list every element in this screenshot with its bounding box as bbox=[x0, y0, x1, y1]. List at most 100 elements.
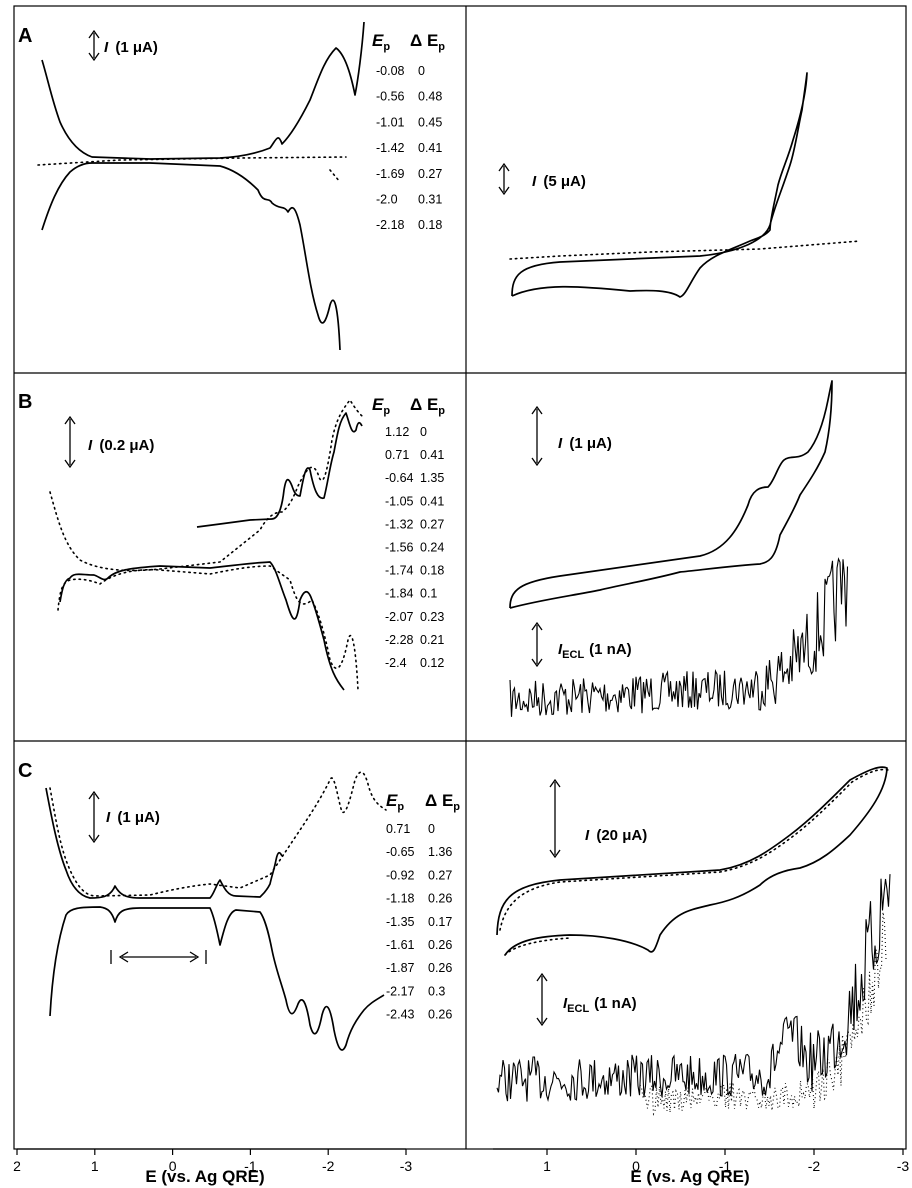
x-axis-label-left: E (vs. Ag QRE) bbox=[145, 1167, 264, 1186]
peak-delta-ep-value: 0.3 bbox=[428, 984, 445, 998]
peak-delta-ep-value: 0 bbox=[428, 822, 435, 836]
panel-c-ecl-scalebar bbox=[536, 972, 548, 1027]
peak-ep-value: -1.35 bbox=[386, 915, 415, 929]
panel-b-peak-table: Ep Δ Ep 1.12 00.71 0.41-0.64 1.35-1.05 0.41-… bbox=[372, 395, 445, 670]
peak-delta-ep-value: 0.41 bbox=[418, 141, 442, 155]
peak-ep-value: -2.17 bbox=[386, 984, 415, 998]
panel-c-left-scalebar bbox=[88, 790, 100, 844]
panel-b-left-upper bbox=[196, 412, 363, 528]
panel-label-c: C bbox=[18, 760, 32, 782]
peak-ep-value: -1.32 bbox=[385, 517, 414, 531]
peak-delta-ep-value: 0.26 bbox=[428, 892, 452, 906]
panel-c-left-range-marker bbox=[110, 950, 207, 964]
peak-ep-value: -2.0 bbox=[376, 193, 398, 207]
peak-ep-value: -0.08 bbox=[376, 64, 405, 78]
panel-b-right-traces bbox=[509, 380, 833, 609]
peak-ep-value: -2.07 bbox=[385, 610, 414, 624]
panel-a-right-traces bbox=[509, 72, 861, 298]
panel-a-right-scalebar bbox=[498, 162, 510, 196]
svg-text:Δ Ep: Δ Ep bbox=[410, 395, 445, 417]
peak-delta-ep-value: 0.26 bbox=[428, 1008, 452, 1022]
x-axis-tick-label: -1 bbox=[244, 1158, 257, 1174]
panel-c-right-scalebar bbox=[549, 778, 561, 859]
panel-a-left-traces bbox=[37, 21, 365, 351]
svg-text:Ep: Ep bbox=[386, 791, 404, 813]
panel-a-left-osteryoung-lower bbox=[41, 162, 341, 351]
peak-ep-value: 1.12 bbox=[385, 425, 409, 439]
panel-b-right-scalebar bbox=[531, 405, 543, 467]
x-axis-tick-label: 2 bbox=[13, 1158, 21, 1174]
peak-delta-ep-value: 0.24 bbox=[420, 541, 444, 555]
panel-label-a: A bbox=[18, 25, 32, 47]
peak-delta-ep-value: 0.41 bbox=[420, 494, 444, 508]
panel-b-ecl-scale: IECL (1 nA) bbox=[558, 641, 632, 661]
peak-delta-ep-value: 0.23 bbox=[420, 610, 444, 624]
panel-a-right-cv bbox=[511, 72, 808, 298]
panel-b-right-cv bbox=[509, 380, 833, 609]
x-axis-label-right: E (vs. Ag QRE) bbox=[630, 1167, 749, 1186]
x-axis-tick-label: -1 bbox=[719, 1158, 732, 1174]
peak-ep-value: -1.05 bbox=[385, 494, 414, 508]
peak-ep-value: -1.56 bbox=[385, 541, 414, 555]
peak-ep-value: -1.42 bbox=[376, 141, 405, 155]
panel-b-left-lower bbox=[59, 561, 345, 691]
x-axis-tick-label: -3 bbox=[897, 1158, 910, 1174]
peak-ep-value: -1.18 bbox=[386, 892, 415, 906]
panel-a-peak-table: Ep Δ Ep -0.08 0 -0.56 0.48 -1.01 0.45 -1.42 0.4… bbox=[372, 31, 445, 232]
peak-delta-ep-value: 0 bbox=[420, 425, 427, 439]
peak-delta-ep-value: 0.18 bbox=[418, 218, 442, 232]
panel-b-left-lower-dotted bbox=[57, 565, 359, 691]
panel-a-right-current-scale: I (5 μA) bbox=[532, 173, 586, 190]
peak-ep-value: -1.01 bbox=[376, 115, 405, 129]
panel-b-right-ecl-trace bbox=[509, 557, 849, 717]
peak-delta-ep-value: 0.12 bbox=[420, 656, 444, 670]
peak-ep-value: -2.28 bbox=[385, 633, 414, 647]
panel-c-right-cv bbox=[496, 766, 888, 956]
svg-text:Δ Ep: Δ Ep bbox=[425, 791, 460, 813]
panel-a-left-dotted bbox=[37, 156, 347, 183]
x-axis-tick-label: -3 bbox=[400, 1158, 413, 1174]
panel-b-left-current-scale: I (0.2 μA) bbox=[88, 437, 154, 454]
x-axis-tick-label: 1 bbox=[91, 1158, 99, 1174]
peak-delta-ep-value: 0 bbox=[418, 64, 425, 78]
panel-a-left-osteryoung-upper bbox=[41, 21, 365, 160]
peak-delta-ep-value: 0.17 bbox=[428, 915, 452, 929]
peak-delta-ep-value: 0.18 bbox=[420, 564, 444, 578]
svg-text:Δ Ep: Δ Ep bbox=[410, 31, 445, 53]
figure-frame bbox=[13, 5, 907, 1150]
peak-delta-ep-value: 1.36 bbox=[428, 845, 452, 859]
panel-c-left-upper bbox=[45, 787, 283, 899]
x-axis-tick-label: 0 bbox=[632, 1158, 640, 1174]
peak-delta-ep-value: 0.27 bbox=[428, 868, 452, 882]
x-axis-tick-label: -2 bbox=[322, 1158, 335, 1174]
x-axis-tick-label: 1 bbox=[543, 1158, 551, 1174]
peak-delta-ep-value: 0.21 bbox=[420, 633, 444, 647]
panel-c-peak-table: Ep Δ Ep 0.71 0 -0.65 1.36 -0.92 0.27 -1.18 0.26… bbox=[386, 791, 460, 1022]
peak-delta-ep-value: 0.26 bbox=[428, 961, 452, 975]
peak-ep-value: -1.74 bbox=[385, 564, 414, 578]
panel-c-right-dotted bbox=[499, 768, 889, 956]
peak-ep-value: -2.43 bbox=[386, 1008, 415, 1022]
peak-ep-value: -0.92 bbox=[386, 868, 415, 882]
panel-c-right-current-scale: I (20 μA) bbox=[585, 827, 647, 844]
panel-b-left-upper-dotted bbox=[49, 398, 363, 572]
peak-delta-ep-value: 0.27 bbox=[418, 167, 442, 181]
panel-c-left-current-scale: I (1 μA) bbox=[106, 809, 160, 826]
peak-ep-value: -0.65 bbox=[386, 845, 415, 859]
peak-delta-ep-value: 0.26 bbox=[428, 938, 452, 952]
panel-c-ecl-scale: IECL (1 nA) bbox=[563, 995, 637, 1015]
peak-ep-value: -1.61 bbox=[386, 938, 415, 952]
peak-ep-value: -1.69 bbox=[376, 167, 405, 181]
peak-delta-ep-value: 0.1 bbox=[420, 587, 437, 601]
panel-c-right-traces bbox=[496, 766, 889, 956]
peak-ep-value: -0.64 bbox=[385, 471, 414, 485]
panel-c-right-ecl-trace bbox=[496, 874, 891, 1102]
panel-c-left-traces bbox=[45, 771, 387, 1051]
panel-c-left-upper-dotted bbox=[49, 771, 387, 897]
peak-delta-ep-value: 0.45 bbox=[418, 115, 442, 129]
x-axis-right: 1 0 -1 -2 -3 bbox=[493, 1148, 910, 1174]
peak-ep-value: -1.84 bbox=[385, 587, 414, 601]
peak-delta-ep-value: 0.27 bbox=[420, 517, 444, 531]
svg-text:Ep: Ep bbox=[372, 31, 390, 53]
peak-ep-value: -2.4 bbox=[385, 656, 407, 670]
